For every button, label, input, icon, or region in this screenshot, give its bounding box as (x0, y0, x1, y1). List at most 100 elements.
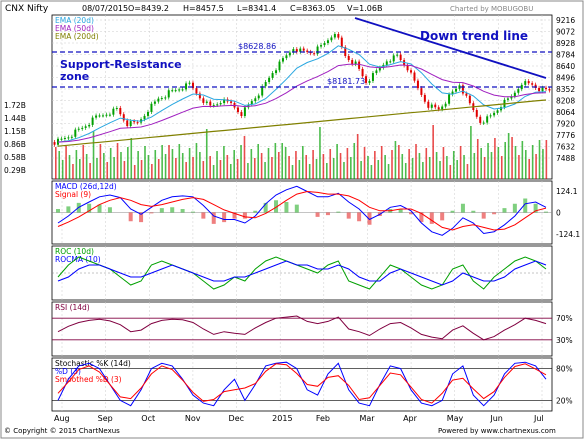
volume-bar (518, 155, 520, 179)
macd-histogram-bar (263, 202, 268, 213)
volume-bar (185, 162, 187, 179)
x-tick-label: Apr (403, 414, 418, 423)
volume-bar (504, 142, 507, 179)
candle-body (101, 115, 104, 117)
price-legend: EMA (20d) EMA (50d) EMA (200d) (55, 16, 99, 41)
volume-bar (494, 138, 496, 179)
candle-body (133, 121, 136, 123)
candle-body (91, 117, 94, 125)
macd-histogram-bar (315, 212, 320, 217)
candle-body (292, 49, 295, 53)
zone-text: zone (60, 70, 89, 83)
candle-body (81, 127, 84, 129)
candle-body (406, 65, 409, 71)
ema20-line (57, 45, 547, 143)
macd-histogram-bar (211, 212, 216, 224)
candle-body (88, 124, 91, 127)
candle-body (236, 107, 239, 113)
candle-body (468, 95, 471, 104)
candle-body (119, 107, 122, 115)
level-low-label: $8181.73 (327, 77, 365, 86)
candle-body (150, 103, 153, 112)
volume-bar (507, 133, 510, 179)
candle-body (157, 98, 160, 102)
candle-body (520, 84, 523, 90)
volume-bar (490, 152, 493, 179)
candle-body (77, 128, 80, 130)
volume-bar (363, 147, 366, 179)
volume-bar (181, 153, 184, 179)
candle-body (254, 98, 257, 102)
candle-body (465, 93, 468, 96)
candle-body (198, 93, 201, 99)
macd-histogram-bar (346, 212, 351, 219)
macd-histogram-bar (460, 203, 465, 213)
rsi-tick-label: 70% (556, 314, 573, 323)
candle-body (129, 121, 132, 127)
volume-bar (130, 138, 133, 179)
candle-body (261, 86, 264, 96)
candle-body (98, 115, 101, 117)
volume-bar (284, 147, 287, 179)
open-label: O=8439.2 (128, 4, 169, 13)
candle-body (340, 37, 343, 48)
legend-signal: Signal (9) (55, 190, 91, 199)
candle-body (295, 49, 298, 52)
candle-body (164, 97, 167, 99)
candle-body (427, 101, 430, 108)
volume-bar (257, 144, 260, 179)
x-tick-label: May (447, 414, 464, 423)
volume-bar (415, 144, 417, 179)
candle-body (534, 84, 537, 88)
volume-bar (370, 165, 373, 179)
x-tick-label: Nov (185, 414, 201, 423)
macd-histogram-bar (274, 200, 279, 213)
indicator-lines (56, 185, 548, 407)
candle-body (281, 58, 284, 62)
candle-body (174, 90, 177, 92)
x-tick-label: Aug (54, 414, 70, 423)
volume-tick-label: 0.58B (4, 153, 26, 162)
volume-bar (161, 145, 163, 179)
volume-bar (459, 146, 462, 179)
volume-bar (212, 165, 215, 179)
volume-bar (302, 146, 304, 179)
volume-bar (79, 159, 81, 179)
volume-bar (332, 158, 335, 179)
candle-body (167, 90, 170, 98)
candle-body (337, 34, 340, 38)
price-tick-label: 9072 (556, 28, 575, 37)
candle-body (195, 88, 198, 94)
candle-body (136, 122, 139, 124)
candle-body (126, 120, 129, 127)
volume-bar (61, 160, 64, 179)
candle-body (323, 43, 326, 46)
macd-histogram-bar (471, 210, 476, 213)
candle-body (399, 54, 402, 61)
candle-body (510, 96, 513, 99)
macd-histogram-bar (139, 212, 144, 223)
price-tick-label: 8784 (556, 51, 575, 60)
volume-bar (137, 151, 139, 179)
volume-bar (538, 140, 541, 179)
volume-bar (542, 149, 544, 179)
volume-bar (253, 158, 256, 179)
volume-tick-label: 0.29B (4, 166, 26, 175)
candle-body (413, 72, 416, 81)
volume-bar (219, 160, 222, 179)
volume-bar (120, 152, 122, 179)
legend-stoch-d: %D (3) (55, 367, 81, 376)
candle-body (181, 89, 184, 91)
volume-bar (384, 155, 386, 179)
volume-bar (449, 165, 452, 179)
candle-body (243, 107, 246, 117)
legend-stoch-smooth: Smoothed %D (3) (55, 375, 122, 384)
x-tick-label: Mar (359, 414, 375, 423)
candle-body (500, 107, 503, 111)
rsi-line (57, 315, 547, 341)
volume-label: V=1.06B (347, 4, 382, 13)
volume-bar (346, 148, 349, 179)
volume-bar (151, 164, 153, 179)
